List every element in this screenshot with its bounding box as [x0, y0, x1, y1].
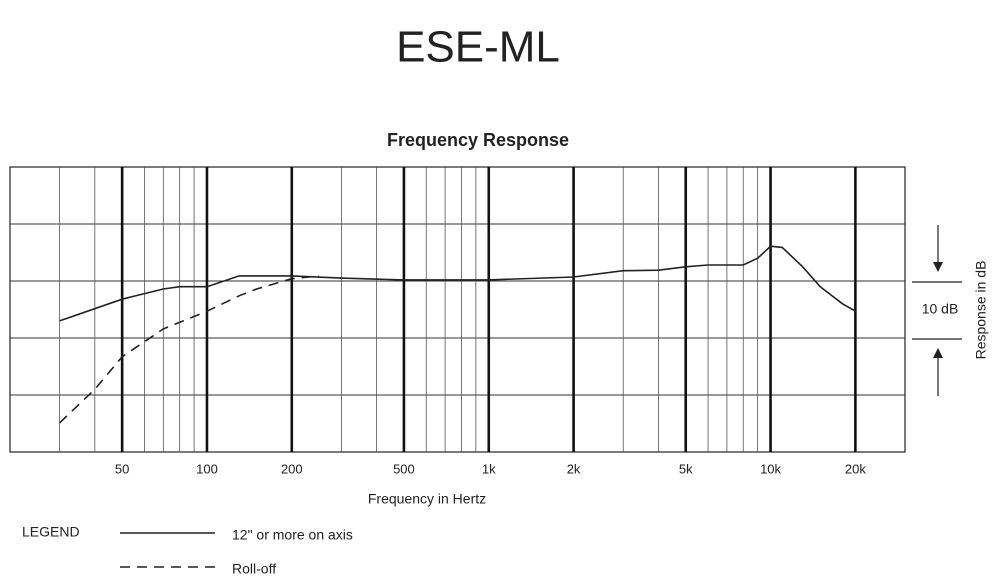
chart-title: ESE-ML	[396, 23, 560, 72]
arrow-up	[933, 348, 943, 358]
legend-label: Roll-off	[232, 561, 276, 577]
x-tick-label: 50	[115, 461, 129, 476]
chart-subtitle: Frequency Response	[387, 130, 569, 150]
x-tick-label: 20k	[845, 461, 866, 476]
x-tick-label: 10k	[760, 461, 781, 476]
response-line	[59, 275, 320, 424]
y-axis-label: Response in dB	[973, 261, 989, 360]
x-tick-label: 200	[281, 461, 303, 476]
legend-title: LEGEND	[22, 524, 80, 540]
scale-marker	[912, 225, 962, 396]
response-line	[59, 245, 856, 322]
x-axis-label: Frequency in Hertz	[368, 491, 486, 507]
legend-label: 12" or more on axis	[232, 527, 353, 543]
plot-frame	[9, 166, 906, 453]
x-tick-label: 5k	[679, 461, 693, 476]
arrow-down	[933, 262, 943, 272]
x-tick-label: 2k	[567, 461, 581, 476]
x-tick-label: 1k	[482, 461, 496, 476]
scale-annotation: 10 dB	[922, 301, 959, 317]
x-tick-label: 500	[393, 461, 415, 476]
x-tick-label: 100	[196, 461, 218, 476]
